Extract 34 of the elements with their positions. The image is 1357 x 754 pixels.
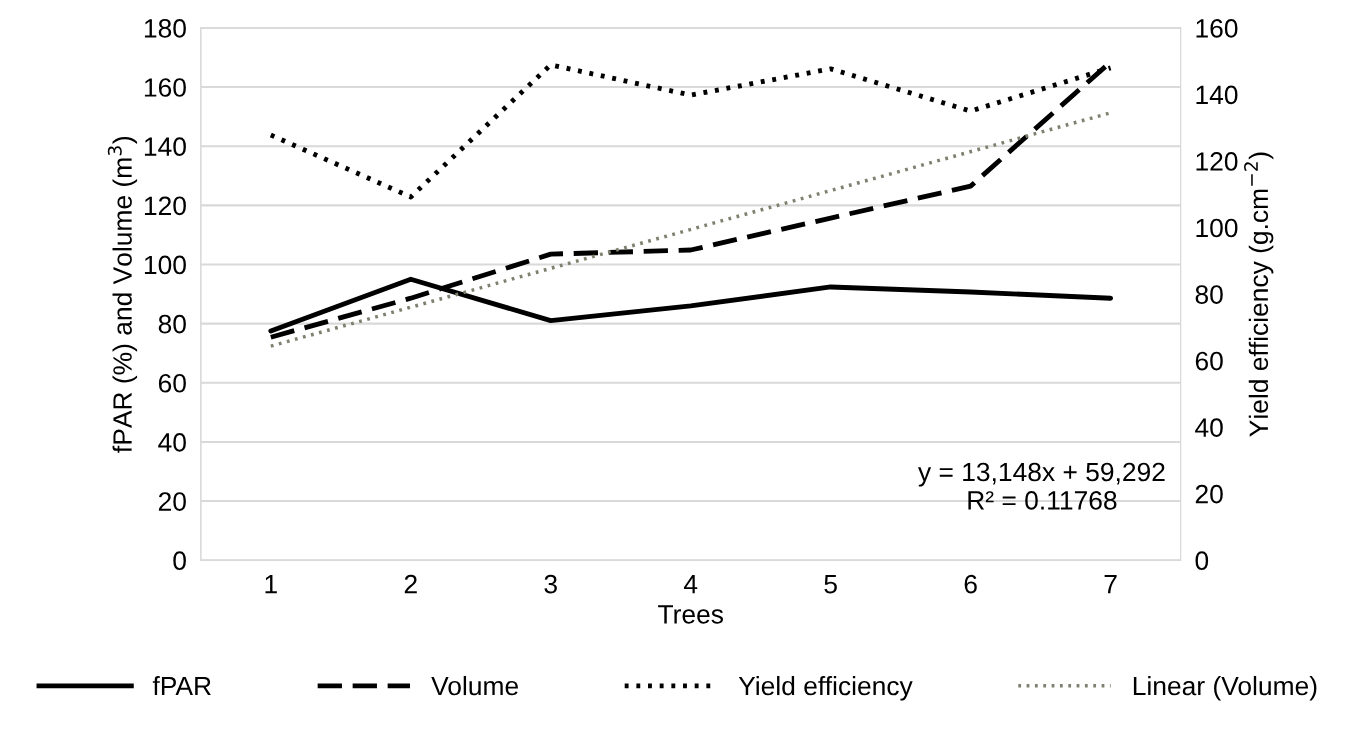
x-tick-label: 4 bbox=[683, 575, 698, 594]
y-tick-label: 40 bbox=[158, 433, 186, 452]
y-tick-label: 80 bbox=[158, 314, 186, 334]
legend-label: Linear (Volume) bbox=[1133, 675, 1317, 701]
y-tick-label: 120 bbox=[144, 196, 186, 216]
annotation: y = 13,148x + 59,292 R² = 0.11768 bbox=[918, 462, 1165, 510]
y2-tick-label: 0 bbox=[1195, 551, 1209, 571]
y2-tick-label: 40 bbox=[1195, 418, 1223, 437]
x-tick-label: 1 bbox=[265, 575, 277, 594]
y-tick-label: 60 bbox=[158, 373, 186, 393]
y2-tick-label: 120 bbox=[1196, 152, 1238, 171]
y-tick-label: 140 bbox=[144, 137, 186, 157]
y-tick-label: 0 bbox=[173, 551, 186, 571]
y-tick-label: 160 bbox=[144, 78, 186, 97]
y-axis-title: fPAR (%) and Volume (m$^{3}$) bbox=[107, 136, 138, 453]
y2-tick-label: 60 bbox=[1195, 351, 1223, 371]
x-tick-label: 3 bbox=[544, 574, 557, 594]
y-tick-label: 180 bbox=[144, 19, 186, 38]
legend-label: Yield efficiency bbox=[738, 675, 913, 701]
y-tick-label: 100 bbox=[144, 255, 186, 275]
legend-label: fPAR bbox=[152, 675, 211, 696]
y2-axis-title: Yield efficiency (g.cm$^{−2}$) bbox=[1244, 152, 1274, 437]
x-tick-label: 5 bbox=[824, 575, 837, 594]
x-tick-label: 7 bbox=[1104, 575, 1117, 594]
x-tick-label: 2 bbox=[404, 574, 417, 594]
y2-tick-label: 80 bbox=[1195, 285, 1223, 304]
y2-tick-label: 160 bbox=[1196, 19, 1238, 38]
y2-tick-label: 100 bbox=[1196, 218, 1238, 238]
y2-tick-label: 140 bbox=[1196, 85, 1238, 105]
legend-label: Volume bbox=[431, 675, 518, 696]
y2-tick-label: 20 bbox=[1195, 484, 1223, 504]
x-axis-title: Trees bbox=[658, 605, 723, 624]
y-tick-label: 20 bbox=[158, 492, 186, 511]
x-tick-label: 6 bbox=[964, 574, 977, 594]
